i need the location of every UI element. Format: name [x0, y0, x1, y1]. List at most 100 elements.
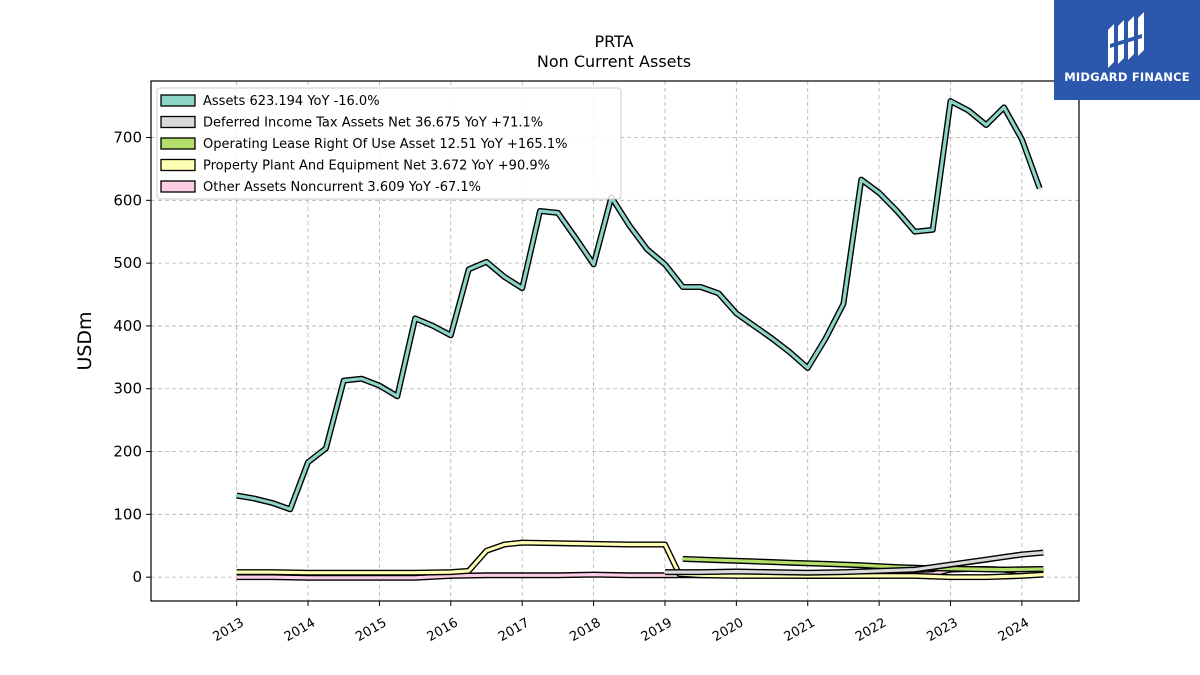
- data-point: [592, 542, 595, 546]
- legend-item: Operating Lease Right Of Use Asset 12.51…: [160, 137, 567, 152]
- data-point: [681, 557, 684, 561]
- data-point: [413, 317, 417, 320]
- data-point: [449, 570, 452, 574]
- data-point: [378, 571, 381, 574]
- data-point: [913, 230, 916, 233]
- data-point: [413, 571, 417, 574]
- data-point: [271, 570, 274, 574]
- data-point: [770, 337, 774, 340]
- legend-swatch: [160, 180, 196, 193]
- chart-subtitle: Non Current Assets: [537, 52, 691, 71]
- legend-item: Property Plant And Equipment Net 3.672 Y…: [160, 159, 550, 174]
- data-point: [842, 302, 845, 306]
- data-point: [306, 461, 310, 464]
- data-point: [467, 268, 470, 271]
- x-tick-label: 2014: [282, 615, 318, 645]
- y-tick-label: 500: [113, 254, 142, 272]
- data-point: [949, 563, 952, 566]
- data-point: [360, 377, 363, 380]
- data-point: [271, 501, 274, 505]
- data-point: [877, 574, 881, 578]
- data-point: [306, 571, 310, 574]
- legend-swatch: [160, 94, 196, 107]
- data-point: [431, 324, 435, 328]
- data-point: [289, 508, 292, 511]
- data-point: [824, 562, 827, 566]
- data-point: [413, 576, 417, 579]
- x-tick-label: 2016: [425, 615, 461, 645]
- data-point: [860, 178, 863, 181]
- x-tick-label: 2023: [924, 615, 960, 645]
- legend-swatch: [160, 115, 196, 129]
- data-point: [699, 570, 702, 574]
- data-point: [717, 292, 720, 295]
- data-point: [503, 543, 506, 546]
- data-point: [699, 285, 702, 289]
- x-tick-label: 2018: [567, 615, 603, 645]
- data-point: [396, 395, 399, 398]
- data-point: [663, 543, 667, 546]
- data-point: [467, 569, 470, 573]
- data-point: [556, 211, 560, 215]
- y-tick-label: 400: [113, 317, 142, 335]
- series-3: [235, 539, 1045, 581]
- data-point: [645, 248, 649, 251]
- data-point: [592, 573, 595, 576]
- data-point: [485, 260, 488, 264]
- data-point: [342, 379, 345, 382]
- data-point: [628, 543, 631, 546]
- data-point: [378, 384, 381, 387]
- legend: Assets 623.194 YoY -16.0% Deferred Income…: [156, 87, 622, 200]
- y-tick-label: 200: [113, 443, 142, 461]
- data-point: [378, 576, 381, 579]
- x-tick-label: 2015: [353, 615, 389, 645]
- data-point: [235, 494, 238, 497]
- data-point: [271, 575, 274, 579]
- data-point: [235, 575, 238, 579]
- logo-text: MIDGARD FINANCE: [1064, 70, 1190, 84]
- data-point: [1002, 575, 1006, 578]
- data-point: [556, 542, 560, 545]
- x-tick-label: 2022: [853, 615, 889, 645]
- data-point: [967, 560, 970, 564]
- data-point: [521, 287, 524, 290]
- data-point: [342, 576, 345, 579]
- legend-box: [156, 87, 622, 200]
- data-point: [806, 366, 809, 370]
- legend-label: Property Plant And Equipment Net 3.672 Y…: [203, 159, 550, 174]
- series-0: [235, 98, 1043, 513]
- data-point: [485, 574, 488, 577]
- legend-label: Other Assets Noncurrent 3.609 YoY -67.1%: [203, 180, 481, 195]
- data-point: [449, 574, 452, 578]
- data-point: [949, 99, 952, 103]
- data-point: [663, 263, 667, 266]
- y-axis-label: USDm: [74, 311, 96, 370]
- data-point: [521, 574, 524, 577]
- data-point: [895, 209, 899, 213]
- logo-mark-icon: [1108, 12, 1144, 68]
- data-point: [253, 497, 256, 500]
- data-point: [770, 570, 774, 574]
- series-line: [236, 540, 1044, 579]
- data-point: [842, 570, 845, 574]
- y-tick-label: 100: [113, 505, 142, 523]
- data-point: [235, 570, 238, 574]
- data-point: [753, 324, 756, 328]
- midgard-finance-logo: MIDGARD FINANCE: [1054, 0, 1200, 100]
- data-point: [628, 574, 631, 577]
- data-point: [788, 561, 792, 564]
- data-point: [1038, 187, 1041, 190]
- data-point: [985, 123, 988, 127]
- x-tick-label: 2020: [710, 615, 746, 645]
- x-tick-label: 2017: [496, 615, 532, 645]
- data-point: [1042, 567, 1045, 571]
- data-point: [1002, 555, 1006, 559]
- data-point: [1002, 568, 1006, 571]
- legend-label: Operating Lease Right Of Use Asset 12.51…: [203, 137, 567, 152]
- legend-item: Other Assets Noncurrent 3.609 YoY -67.1%: [160, 180, 481, 195]
- data-point: [877, 569, 881, 573]
- data-point: [538, 209, 542, 213]
- x-tick-label: 2013: [211, 615, 247, 645]
- data-point: [931, 565, 934, 569]
